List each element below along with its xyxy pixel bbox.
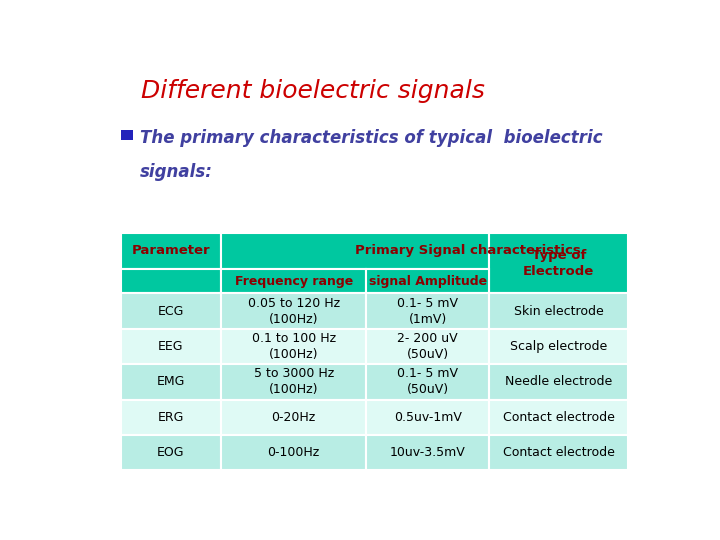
Bar bbox=[221, 268, 366, 294]
Bar bbox=[221, 329, 366, 364]
Text: EOG: EOG bbox=[157, 446, 184, 459]
Bar bbox=[121, 400, 221, 435]
Bar bbox=[121, 233, 221, 268]
Bar bbox=[489, 400, 629, 435]
Bar bbox=[366, 294, 489, 329]
Text: 10uv-3.5mV: 10uv-3.5mV bbox=[390, 446, 465, 459]
Bar bbox=[121, 329, 221, 364]
Bar bbox=[366, 400, 489, 435]
Text: 0.1- 5 mV
(1mV): 0.1- 5 mV (1mV) bbox=[397, 296, 458, 326]
Bar bbox=[489, 294, 629, 329]
Bar bbox=[221, 435, 366, 470]
Text: 0.1 to 100 Hz
(100Hz): 0.1 to 100 Hz (100Hz) bbox=[251, 332, 336, 361]
Bar bbox=[121, 364, 221, 400]
Bar bbox=[366, 435, 489, 470]
Bar bbox=[121, 268, 221, 294]
Text: Type of
Electrode: Type of Electrode bbox=[523, 249, 594, 278]
Bar bbox=[489, 233, 629, 294]
Text: 0.1- 5 mV
(50uV): 0.1- 5 mV (50uV) bbox=[397, 367, 458, 396]
Bar bbox=[221, 364, 366, 400]
Bar bbox=[121, 294, 221, 329]
Text: Contact electrode: Contact electrode bbox=[503, 446, 615, 459]
Text: Primary Signal characteristics: Primary Signal characteristics bbox=[355, 245, 581, 258]
Text: 0.05 to 120 Hz
(100Hz): 0.05 to 120 Hz (100Hz) bbox=[248, 296, 340, 326]
Text: 0.5uv-1mV: 0.5uv-1mV bbox=[394, 411, 462, 424]
Bar bbox=[366, 364, 489, 400]
Text: ECG: ECG bbox=[158, 305, 184, 318]
Text: EMG: EMG bbox=[157, 375, 185, 388]
Bar bbox=[221, 400, 366, 435]
Bar bbox=[121, 435, 221, 470]
Text: Skin electrode: Skin electrode bbox=[514, 305, 603, 318]
Text: 0-20Hz: 0-20Hz bbox=[271, 411, 316, 424]
Bar bbox=[366, 329, 489, 364]
Text: 5 to 3000 Hz
(100Hz): 5 to 3000 Hz (100Hz) bbox=[253, 367, 334, 396]
Text: Scalp electrode: Scalp electrode bbox=[510, 340, 608, 353]
Text: Needle electrode: Needle electrode bbox=[505, 375, 612, 388]
Bar bbox=[366, 268, 489, 294]
Text: ERG: ERG bbox=[158, 411, 184, 424]
Text: signal Amplitude: signal Amplitude bbox=[369, 274, 487, 287]
Bar bbox=[221, 294, 366, 329]
Bar bbox=[489, 435, 629, 470]
Bar bbox=[489, 329, 629, 364]
Text: 0-100Hz: 0-100Hz bbox=[268, 446, 320, 459]
Bar bbox=[221, 233, 489, 268]
Text: Contact electrode: Contact electrode bbox=[503, 411, 615, 424]
Text: EEG: EEG bbox=[158, 340, 184, 353]
Text: Parameter: Parameter bbox=[132, 245, 210, 258]
Text: 2- 200 uV
(50uV): 2- 200 uV (50uV) bbox=[397, 332, 458, 361]
Text: Different bioelectric signals: Different bioelectric signals bbox=[141, 79, 485, 103]
Text: The primary characteristics of typical  bioelectric: The primary characteristics of typical b… bbox=[140, 129, 603, 147]
Bar bbox=[121, 131, 133, 140]
Text: Frequency range: Frequency range bbox=[235, 274, 353, 287]
Text: signals:: signals: bbox=[140, 163, 213, 181]
Bar bbox=[489, 364, 629, 400]
